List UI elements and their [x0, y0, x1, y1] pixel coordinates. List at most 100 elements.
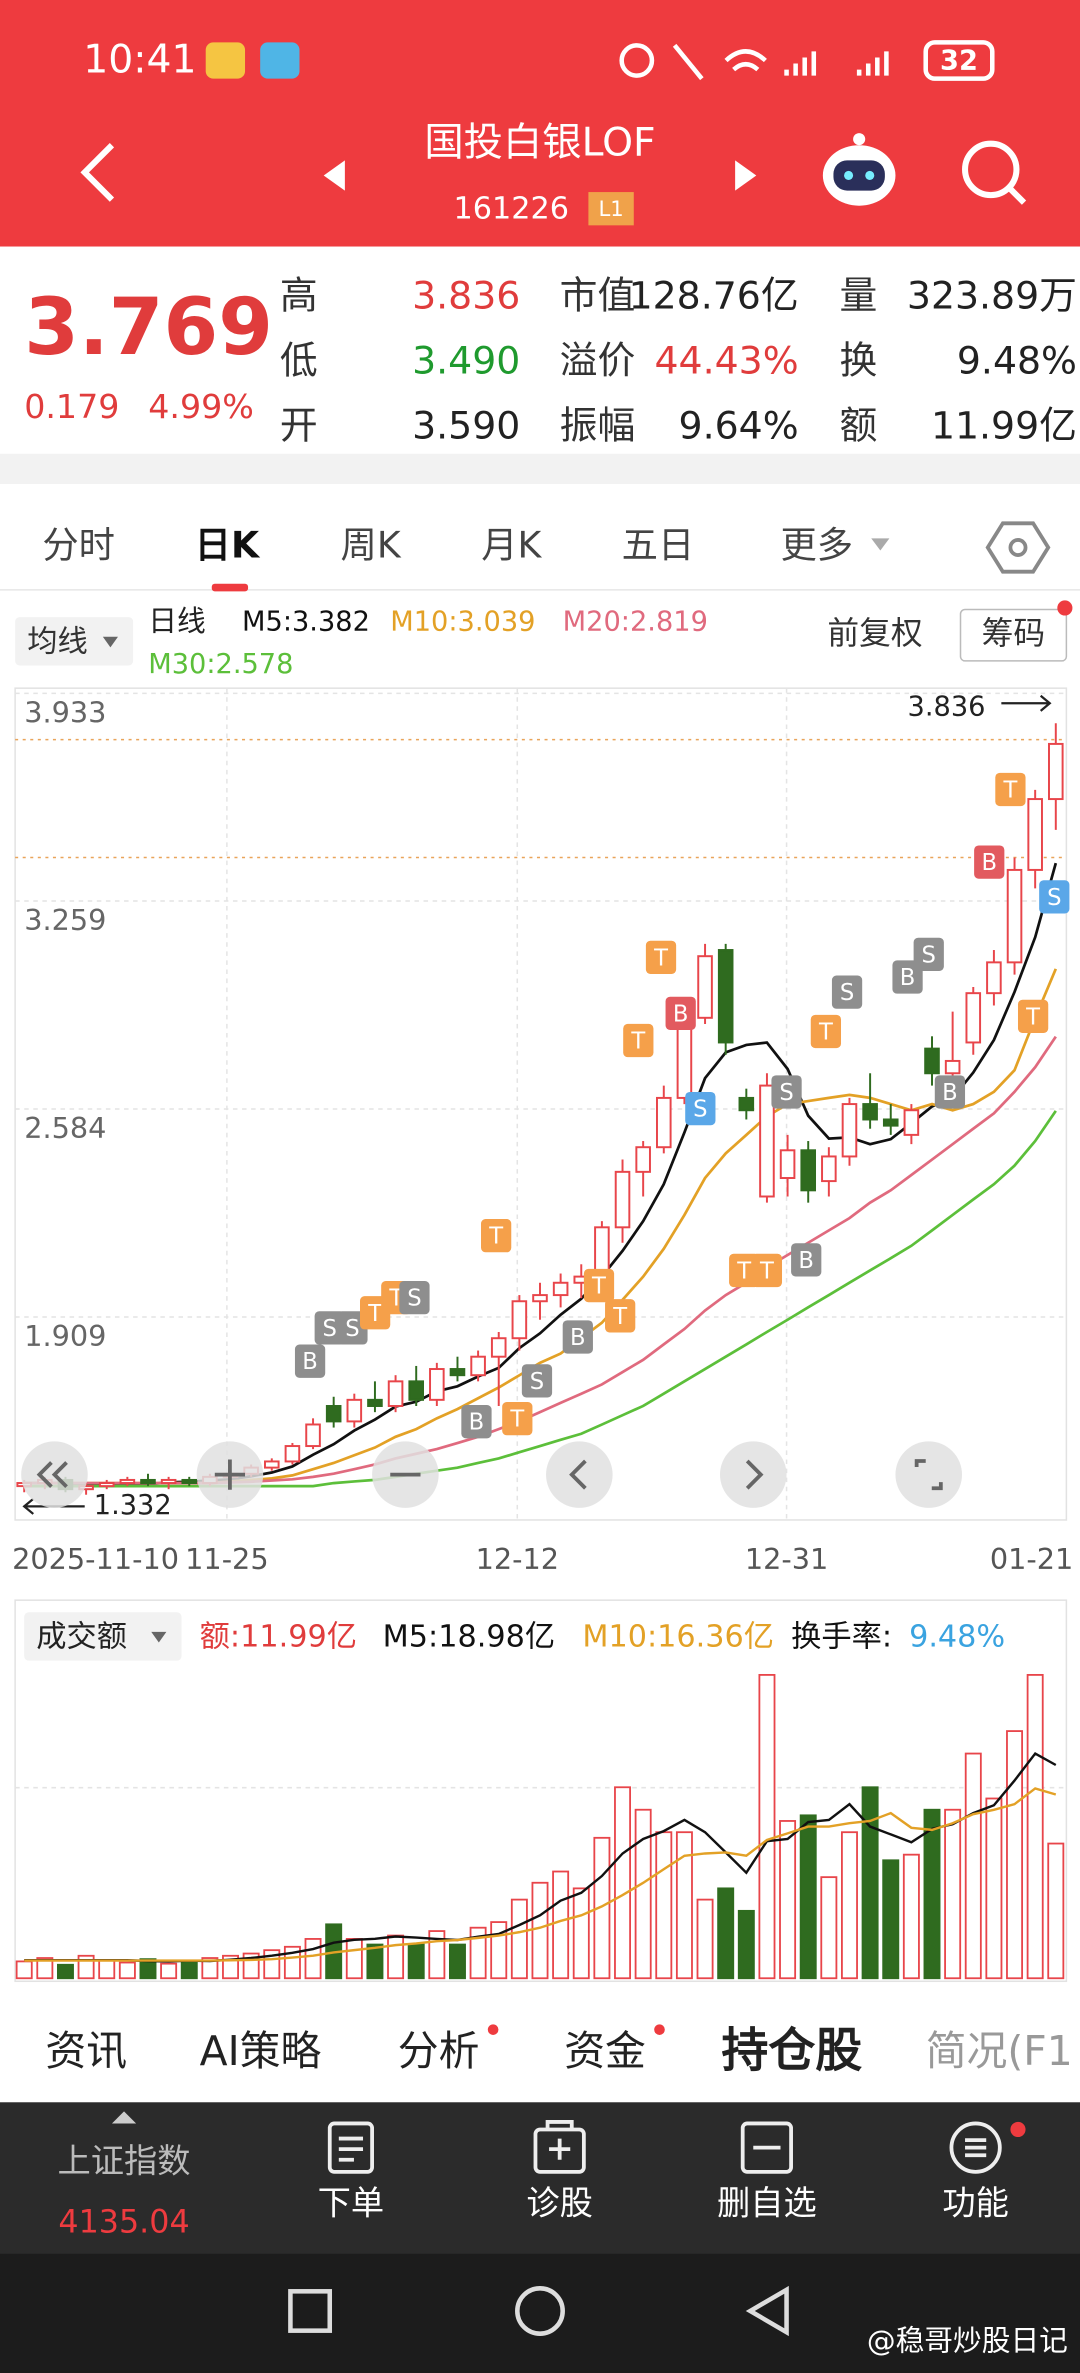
settings-icon[interactable]: [985, 521, 1051, 574]
volume-bar: [1006, 1730, 1024, 1980]
period-tab[interactable]: 周K: [341, 524, 402, 567]
stat-label: 开: [280, 404, 318, 448]
home-button[interactable]: [515, 2286, 565, 2336]
signal-text: T: [612, 1304, 627, 1330]
volume-selector-bg[interactable]: [24, 1612, 182, 1661]
candle-body: [470, 1355, 486, 1377]
nav-item[interactable]: 诊股: [526, 2184, 593, 2223]
volume-bar: [469, 1926, 487, 1980]
signal-badge: [934, 1075, 966, 1109]
ma-selector[interactable]: 均线: [27, 624, 88, 659]
period-tab[interactable]: 分时: [42, 524, 115, 567]
fullscreen-button[interactable]: [895, 1441, 963, 1508]
signal-text: B: [302, 1349, 318, 1375]
signal-text: T: [759, 1258, 774, 1284]
left-button[interactable]: [546, 1441, 613, 1508]
ma-legend: M5:3.382: [242, 607, 370, 638]
recents-button[interactable]: [288, 2289, 333, 2333]
volume-bar: [345, 1938, 363, 1980]
candle-body: [263, 1460, 280, 1469]
dropdown-arrow: [102, 636, 118, 648]
prev-stock[interactable]: [323, 160, 345, 191]
volume-bar: [964, 1752, 982, 1980]
ma-line: [24, 1035, 1057, 1485]
back-nav-button[interactable]: [745, 2285, 789, 2337]
volume-bar: [449, 1943, 466, 1980]
expand-arrow[interactable]: [111, 2111, 137, 2124]
signal-badge: [502, 1402, 533, 1436]
robot-icon[interactable]: [822, 133, 896, 206]
back-button[interactable]: [80, 143, 115, 202]
stat-value: 128.76亿: [629, 273, 799, 317]
volume-bar: [428, 1930, 446, 1980]
section-tab[interactable]: 资金: [564, 2027, 646, 2075]
signal-badge: [831, 975, 863, 1009]
nav-item[interactable]: 删自选: [717, 2184, 817, 2223]
signal-text: B: [981, 850, 997, 876]
volume-bar: [841, 1831, 858, 1980]
battery-level: 32: [940, 46, 978, 77]
section-tab[interactable]: 简况(F1: [926, 2027, 1073, 2075]
volume-m5: M5:18.98亿: [383, 1619, 555, 1654]
candle-body: [408, 1380, 424, 1401]
candle-body: [759, 1084, 775, 1198]
stat-value: 3.836: [412, 273, 520, 317]
index-name: 上证指数: [57, 2141, 190, 2180]
stat-value: 11.99亿: [931, 404, 1077, 448]
section-tab[interactable]: 分析: [398, 2027, 480, 2075]
adjust-mode[interactable]: 前复权: [827, 616, 922, 652]
stat-value: 9.64%: [679, 404, 799, 448]
volume-bar: [655, 1831, 673, 1980]
signal-text: T: [818, 1019, 833, 1045]
section-tab[interactable]: 持仓股: [722, 2023, 863, 2078]
x-tick-label: 01-21: [990, 1542, 1073, 1576]
nav-item[interactable]: 下单: [318, 2184, 385, 2223]
signal-text: B: [469, 1410, 485, 1436]
candle-body: [614, 1170, 631, 1229]
signal-text: B: [942, 1080, 958, 1106]
signal-badge: [810, 1014, 842, 1049]
nav-item[interactable]: 功能: [942, 2184, 1009, 2223]
signal-badge: [605, 1299, 636, 1333]
chips-button-bg[interactable]: [959, 608, 1068, 662]
volume-bar: [675, 1831, 693, 1980]
signal-text: T: [1002, 778, 1017, 804]
level-badge: [588, 192, 634, 226]
stat-value: 44.43%: [655, 338, 799, 382]
section-tab[interactable]: 资讯: [45, 2027, 127, 2075]
nav-bg: [0, 2102, 1080, 2254]
candle-body: [325, 1405, 342, 1423]
period-tab[interactable]: 月K: [481, 524, 542, 567]
x-tick-label: 12-31: [745, 1542, 828, 1576]
volume-bar: [717, 1887, 735, 1980]
candle-body: [284, 1445, 301, 1463]
volume-bar: [304, 1938, 322, 1980]
candle-body: [779, 1149, 796, 1179]
settings-icon-dot: [1008, 538, 1028, 557]
volume-ma-line: [24, 1787, 1057, 1962]
price: 3.769: [24, 281, 273, 373]
period-tab[interactable]: 五日: [622, 524, 695, 567]
y-tick-label: 3.259: [24, 903, 106, 937]
section-tab[interactable]: AI策略: [200, 2027, 322, 2075]
stat-label: 量: [839, 273, 877, 317]
stat-label: 额: [839, 404, 877, 448]
volume-selector[interactable]: 成交额: [36, 1619, 127, 1654]
chips-button[interactable]: 筹码: [982, 616, 1046, 652]
stock-name: 国投白银LOF: [424, 121, 655, 166]
period-tab[interactable]: 更多: [781, 524, 854, 567]
ma-selector-bg[interactable]: [15, 617, 134, 666]
candle-body: [717, 949, 734, 1044]
right-button[interactable]: [720, 1441, 787, 1508]
search-button[interactable]: [962, 140, 1027, 205]
x-tick-label: 12-12: [476, 1542, 559, 1576]
next-stock[interactable]: [735, 160, 757, 191]
level-label: L1: [598, 196, 623, 221]
chart-controls: [21, 1441, 963, 1508]
period-tab[interactable]: 日K: [195, 524, 261, 567]
signal-badge: [751, 1253, 783, 1288]
volume-bar: [180, 1960, 198, 1980]
tab-dot: [487, 2024, 499, 2035]
y-tick-label: 1.909: [24, 1319, 106, 1353]
system-nav: [288, 2285, 789, 2337]
